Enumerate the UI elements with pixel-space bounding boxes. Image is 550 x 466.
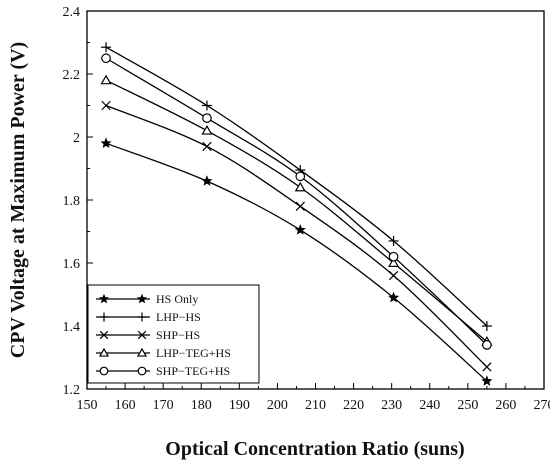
y-tick-label: 1.6 xyxy=(63,257,81,272)
y-tick-label: 1.2 xyxy=(63,383,81,398)
x-tick-label: 260 xyxy=(495,398,516,413)
x-tick-label: 240 xyxy=(419,398,440,413)
series-line xyxy=(105,46,488,327)
star-marker xyxy=(388,291,400,303)
plus-marker xyxy=(101,42,112,53)
plus-marker xyxy=(481,321,492,331)
plus-marker xyxy=(388,235,399,246)
star-marker xyxy=(481,375,493,386)
circle-marker xyxy=(388,251,399,262)
legend-entry: LHP−TEG+HS xyxy=(96,346,231,360)
plus-marker xyxy=(99,312,109,322)
circle-marker xyxy=(137,366,147,376)
circle-marker xyxy=(101,53,111,64)
series-layer xyxy=(100,42,493,386)
series-circle xyxy=(101,53,492,350)
x-tick-label: 150 xyxy=(77,398,98,413)
plus-marker xyxy=(201,100,212,111)
x-marker-b xyxy=(101,100,111,111)
triangle-marker xyxy=(388,257,400,267)
x-axis-ticks: 150 160 170 180 190 200 210 220 230 240 250 260 270 xyxy=(77,383,550,413)
y-axis-title: CPV Voltage at Maximum Power (V) xyxy=(7,42,29,358)
star-marker xyxy=(201,175,213,186)
x-marker-b xyxy=(482,362,492,372)
triangle-marker xyxy=(100,74,112,85)
x-tick-label: 160 xyxy=(115,398,136,413)
y-tick-label: 2 xyxy=(73,131,80,146)
y-axis-ticks: 1.2 1.4 1.6 1.8 2 2.2 2.4 xyxy=(63,5,93,398)
x-tick-label: 250 xyxy=(457,398,478,413)
triangle-marker xyxy=(98,347,110,357)
x-tick-label: 270 xyxy=(534,398,550,413)
y-tick-label: 1.4 xyxy=(63,320,81,335)
star-marker xyxy=(294,224,306,235)
x-tick-label: 200 xyxy=(267,398,288,413)
y-tick-label: 2.4 xyxy=(63,5,81,20)
triangle-marker xyxy=(201,124,213,135)
x-marker xyxy=(137,330,147,340)
star-marker xyxy=(98,293,110,304)
x-tick-label: 210 xyxy=(305,398,326,413)
legend-label: LHP−TEG+HS xyxy=(156,346,231,360)
legend-entry: SHP−HS xyxy=(96,328,200,342)
legend-label: SHP−HS xyxy=(156,328,200,342)
legend-entry: HS Only xyxy=(96,292,198,306)
x-axis-title: Optical Concentration Ratio (suns) xyxy=(165,438,464,460)
legend-box xyxy=(87,284,260,384)
legend-entry: SHP−TEG+HS xyxy=(96,364,230,378)
x-marker-b xyxy=(137,330,147,340)
star-marker xyxy=(136,293,148,304)
legend: HS Only LHP−HS SHP−HS LHP−TEG+HS SHP−TEG+HS xyxy=(96,292,231,378)
x-tick-label: 180 xyxy=(191,398,212,413)
legend-entry: LHP−HS xyxy=(96,310,201,324)
x-tick-label: 170 xyxy=(153,398,174,413)
x-marker xyxy=(388,270,399,281)
x-tick-label: 190 xyxy=(229,398,250,413)
x-marker xyxy=(295,201,305,211)
x-marker-b xyxy=(202,141,212,152)
x-marker-b xyxy=(388,270,399,281)
circle-marker xyxy=(202,113,212,123)
circle-marker xyxy=(295,171,306,182)
series-star xyxy=(100,137,493,386)
legend-label: HS Only xyxy=(156,292,198,306)
x-marker xyxy=(101,100,111,111)
triangle-marker xyxy=(294,181,306,192)
x-marker-b xyxy=(295,201,305,211)
plus-marker xyxy=(137,312,147,322)
x-marker-b xyxy=(99,330,109,340)
x-marker xyxy=(202,141,212,152)
y-tick-label: 1.8 xyxy=(63,194,81,209)
x-marker xyxy=(99,330,109,340)
legend-label: LHP−HS xyxy=(156,310,201,324)
x-tick-label: 220 xyxy=(343,398,364,413)
x-tick-label: 230 xyxy=(381,398,402,413)
circle-marker xyxy=(99,366,109,376)
y-tick-label: 2.2 xyxy=(63,68,81,83)
x-marker xyxy=(482,362,492,372)
triangle-marker xyxy=(136,347,148,357)
star-marker xyxy=(100,137,112,149)
circle-marker xyxy=(482,340,492,350)
series-x xyxy=(101,100,492,372)
legend-label: SHP−TEG+HS xyxy=(156,364,230,378)
